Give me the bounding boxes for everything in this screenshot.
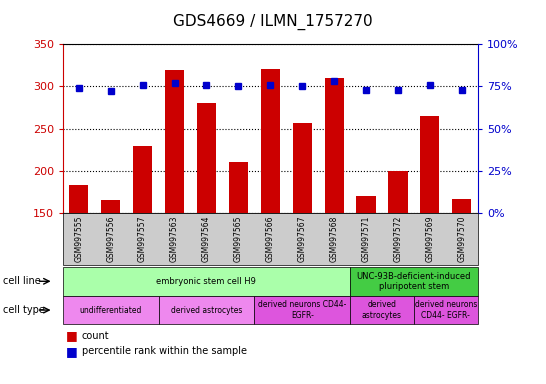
Bar: [165, 70, 184, 340]
Bar: [357, 196, 376, 340]
Bar: [260, 69, 280, 340]
Bar: [324, 78, 343, 340]
Bar: [69, 185, 88, 340]
Text: GSM997564: GSM997564: [202, 216, 211, 262]
Text: GDS4669 / ILMN_1757270: GDS4669 / ILMN_1757270: [173, 13, 373, 30]
Text: ■: ■: [66, 329, 78, 343]
Text: derived neurons
CD44- EGFR-: derived neurons CD44- EGFR-: [414, 300, 477, 320]
Bar: [452, 199, 471, 340]
Bar: [133, 146, 152, 340]
Text: GSM997571: GSM997571: [361, 216, 371, 262]
Text: GSM997570: GSM997570: [458, 216, 466, 262]
Text: GSM997572: GSM997572: [394, 216, 402, 262]
Text: GSM997568: GSM997568: [330, 216, 339, 262]
Text: cell type: cell type: [3, 305, 45, 315]
Bar: [293, 123, 312, 340]
Text: derived astrocytes: derived astrocytes: [171, 306, 242, 314]
Text: ■: ■: [66, 345, 78, 358]
Text: GSM997569: GSM997569: [425, 216, 435, 262]
Text: GSM997557: GSM997557: [138, 216, 147, 262]
Text: GSM997556: GSM997556: [106, 216, 115, 262]
Text: count: count: [82, 331, 110, 341]
Bar: [420, 116, 440, 340]
Text: GSM997563: GSM997563: [170, 216, 179, 262]
Text: GSM997555: GSM997555: [74, 216, 83, 262]
Text: derived neurons CD44-
EGFR-: derived neurons CD44- EGFR-: [258, 300, 346, 320]
Text: UNC-93B-deficient-induced
pluripotent stem: UNC-93B-deficient-induced pluripotent st…: [357, 271, 471, 291]
Text: derived
astrocytes: derived astrocytes: [362, 300, 402, 320]
Text: GSM997567: GSM997567: [298, 216, 307, 262]
Bar: [388, 171, 407, 340]
Bar: [229, 162, 248, 340]
Bar: [101, 200, 120, 340]
Bar: [197, 103, 216, 340]
Text: percentile rank within the sample: percentile rank within the sample: [82, 346, 247, 356]
Text: cell line: cell line: [3, 276, 40, 286]
Text: undifferentiated: undifferentiated: [80, 306, 142, 314]
Text: GSM997566: GSM997566: [266, 216, 275, 262]
Text: GSM997565: GSM997565: [234, 216, 243, 262]
Text: embryonic stem cell H9: embryonic stem cell H9: [157, 277, 257, 286]
